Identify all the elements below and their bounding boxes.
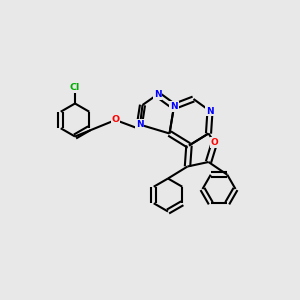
Text: N: N <box>136 120 143 129</box>
Text: Cl: Cl <box>70 83 80 92</box>
Text: Cl: Cl <box>70 83 80 92</box>
Text: O: O <box>111 116 120 124</box>
Text: N: N <box>154 90 161 99</box>
Text: O: O <box>211 138 218 147</box>
Text: O: O <box>111 116 120 124</box>
Text: N: N <box>170 102 178 111</box>
Text: N: N <box>206 106 214 116</box>
